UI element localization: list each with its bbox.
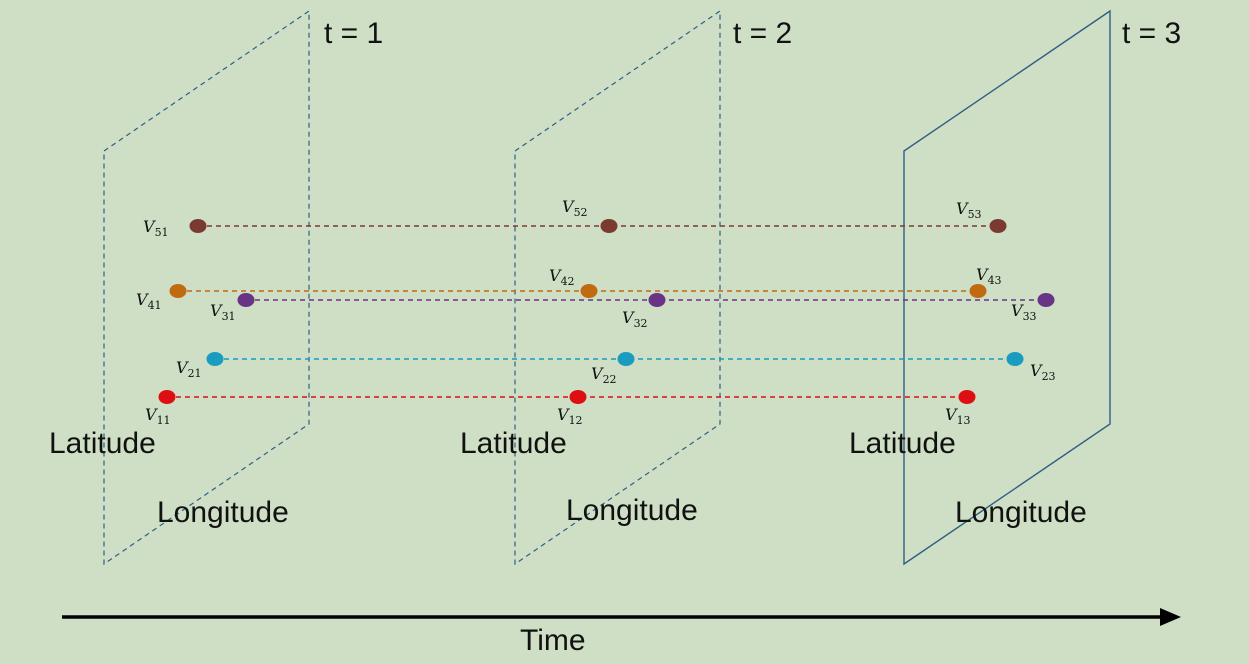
latitude-label-t2: Latitude [460, 427, 567, 460]
time-planes [103, 9, 1111, 566]
point-label-v53: V53 [956, 199, 982, 221]
point-label-v23: V23 [1030, 361, 1056, 383]
point-label-v42: V42 [549, 266, 575, 288]
point-v52 [600, 219, 618, 233]
point-v23 [1006, 352, 1024, 366]
point-v42 [580, 284, 598, 298]
time-labels: t = 1 t = 2 t = 3 [324, 17, 1181, 50]
point-label-v43: V43 [976, 265, 1002, 287]
point-v43 [969, 284, 987, 298]
time-label-t1: t = 1 [324, 17, 383, 50]
time-arrow-head [1160, 608, 1181, 626]
point-v53 [989, 219, 1007, 233]
plane-t1 [103, 9, 310, 566]
trajectory-points [158, 219, 1055, 404]
point-label-v13: V13 [945, 405, 971, 427]
point-label-v12: V12 [557, 405, 583, 427]
longitude-label-t2: Longitude [566, 494, 698, 527]
latitude-label-t3: Latitude [849, 427, 956, 460]
time-label-t2: t = 2 [733, 17, 792, 50]
point-label-v31: V31 [210, 301, 236, 323]
time-axis-label: Time [520, 624, 586, 657]
point-v33 [1037, 293, 1055, 307]
plane-axis-labels: Latitude Latitude Latitude Longitude Lon… [49, 427, 1087, 529]
point-v31 [237, 293, 255, 307]
longitude-label-t3: Longitude [955, 496, 1087, 529]
point-v41 [169, 284, 187, 298]
plane-t3 [903, 9, 1111, 566]
plane-t2 [514, 9, 721, 566]
point-label-v41: V41 [136, 290, 162, 312]
point-label-v33: V33 [1011, 301, 1037, 323]
point-v12 [569, 390, 587, 404]
point-label-v11: V11 [145, 405, 171, 427]
time-label-t3: t = 3 [1122, 17, 1181, 50]
latitude-label-t1: Latitude [49, 427, 156, 460]
point-v22 [617, 352, 635, 366]
point-v32 [648, 293, 666, 307]
time-axis: Time [62, 608, 1181, 657]
point-label-v32: V32 [622, 308, 648, 330]
point-label-v52: V52 [562, 197, 588, 219]
point-labels: V51 V52 V53 V41 V42 V43 V31 V32 V33 V21 V22 V23 V11 V… [136, 197, 1056, 427]
point-v13 [958, 390, 976, 404]
point-label-v51: V51 [143, 217, 169, 239]
longitude-label-t1: Longitude [157, 496, 289, 529]
point-v51 [189, 219, 207, 233]
point-label-v21: V21 [176, 358, 202, 380]
trajectory-lines [167, 225, 1046, 398]
point-label-v22: V22 [591, 364, 617, 386]
point-v11 [158, 390, 176, 404]
point-v21 [206, 352, 224, 366]
